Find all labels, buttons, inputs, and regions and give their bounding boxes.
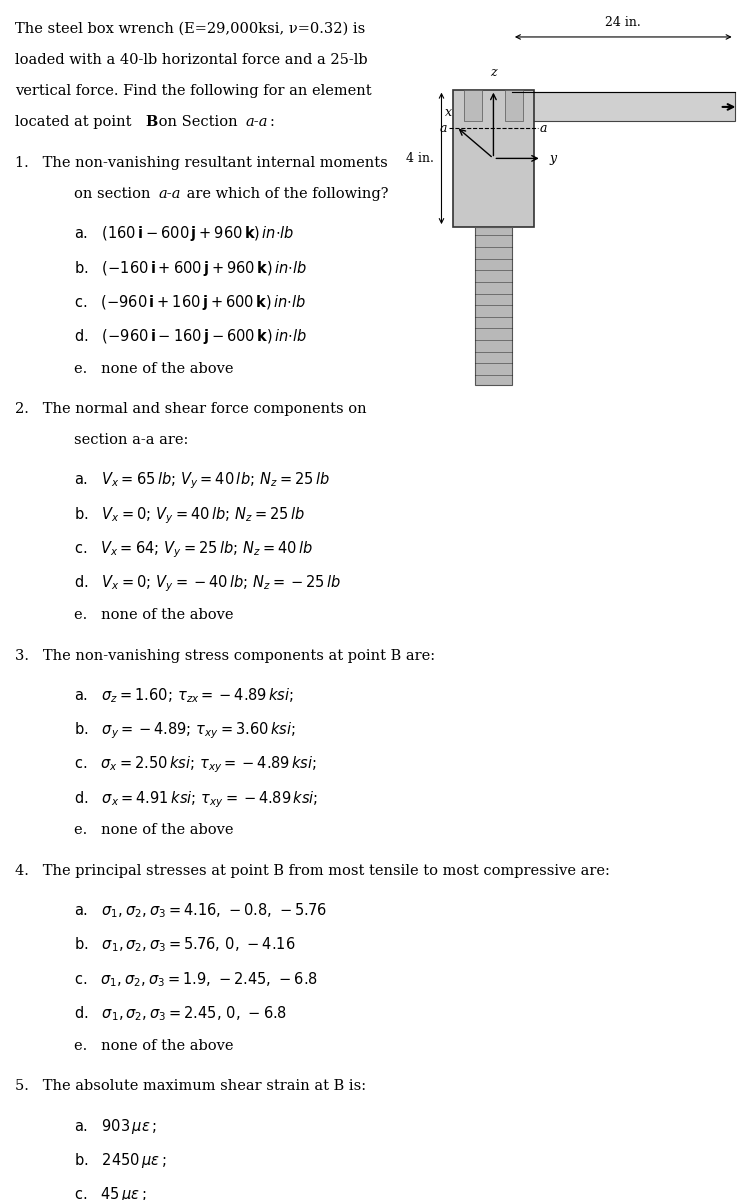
Bar <box>464 90 482 121</box>
Text: 5.   The absolute maximum shear strain at B is:: 5. The absolute maximum shear strain at … <box>15 1079 366 1093</box>
Bar <box>512 92 735 121</box>
Text: e.   none of the above: e. none of the above <box>74 608 234 622</box>
Text: loaded with a 40-lb horizontal force and a 25-lb: loaded with a 40-lb horizontal force and… <box>15 53 367 67</box>
Text: vertical force. Find the following for an element: vertical force. Find the following for a… <box>15 84 372 98</box>
Text: B: B <box>146 115 158 130</box>
Text: a-a: a-a <box>246 115 269 130</box>
Text: b.   $V_x=0;\,V_y=40\,lb;\,N_z=25\,lb$: b. $V_x=0;\,V_y=40\,lb;\,N_z=25\,lb$ <box>74 505 305 526</box>
Text: :: : <box>269 115 274 130</box>
Text: on Section: on Section <box>154 115 242 130</box>
Text: c.   $\sigma_1,\sigma_2,\sigma_3=1.9,\,-2.45,\,-6.8$: c. $\sigma_1,\sigma_2,\sigma_3=1.9,\,-2.… <box>74 970 318 989</box>
Text: z: z <box>490 66 496 79</box>
Text: e.   none of the above: e. none of the above <box>74 1039 234 1052</box>
Text: c.   $V_x=64;\,V_y=25\,lb;\,N_z=40\,lb$: c. $V_x=64;\,V_y=25\,lb;\,N_z=40\,lb$ <box>74 540 313 560</box>
Text: x: x <box>445 106 453 119</box>
Text: a: a <box>439 121 447 134</box>
Bar <box>475 227 512 385</box>
Text: c.   $\sigma_x=2.50\,ksi;\,\tau_{xy}=-4.89\,ksi;$: c. $\sigma_x=2.50\,ksi;\,\tau_{xy}=-4.89… <box>74 755 317 775</box>
Text: a.   $903\,\mu\varepsilon\,;$: a. $903\,\mu\varepsilon\,;$ <box>74 1117 157 1135</box>
Text: b.   $(-160\,\mathbf{i}+600\,\mathbf{j}+960\,\mathbf{k})\,in{\cdot}lb$: b. $(-160\,\mathbf{i}+600\,\mathbf{j}+96… <box>74 259 307 277</box>
Text: The steel box wrench (E=29,000ksi, ν=0.32) is: The steel box wrench (E=29,000ksi, ν=0.3… <box>15 22 365 36</box>
Text: d.   $\sigma_1,\sigma_2,\sigma_3=2.45,\,0,\,-6.8$: d. $\sigma_1,\sigma_2,\sigma_3=2.45,\,0,… <box>74 1004 287 1024</box>
Text: c.   $(-960\,\mathbf{i}+160\,\mathbf{j}+600\,\mathbf{k})\,in{\cdot}lb$: c. $(-960\,\mathbf{i}+160\,\mathbf{j}+60… <box>74 293 306 312</box>
Text: section a-a are:: section a-a are: <box>74 433 188 448</box>
Text: a: a <box>540 121 548 134</box>
Text: 2.   The normal and shear force components on: 2. The normal and shear force components… <box>15 402 367 416</box>
Text: y: y <box>549 152 556 164</box>
Text: are which of the following?: are which of the following? <box>182 187 389 200</box>
Text: d.   $V_x=0;\,V_y=-40\,lb;\,N_z=-25\,lb$: d. $V_x=0;\,V_y=-40\,lb;\,N_z=-25\,lb$ <box>74 574 341 594</box>
Text: e.   none of the above: e. none of the above <box>74 823 234 838</box>
Text: a.   $\sigma_1,\sigma_2,\sigma_3=4.16,\,-0.8,\,-5.76$: a. $\sigma_1,\sigma_2,\sigma_3=4.16,\,-0… <box>74 901 327 920</box>
Text: d.   $\sigma_x=4.91\,ksi;\,\tau_{xy}=-4.89\,ksi;$: d. $\sigma_x=4.91\,ksi;\,\tau_{xy}=-4.89… <box>74 790 318 810</box>
Text: b.   $2450\,\mu\varepsilon\,;$: b. $2450\,\mu\varepsilon\,;$ <box>74 1151 166 1170</box>
Text: 4 in.: 4 in. <box>406 152 434 164</box>
Text: d.   $(-960\,\mathbf{i}-160\,\mathbf{j}-600\,\mathbf{k})\,in{\cdot}lb$: d. $(-960\,\mathbf{i}-160\,\mathbf{j}-60… <box>74 328 307 347</box>
Text: a.   $V_x=65\,lb;\,V_y=40\,lb;\,N_z=25\,lb$: a. $V_x=65\,lb;\,V_y=40\,lb;\,N_z=25\,lb… <box>74 470 330 492</box>
Text: c.   $45\,\mu\varepsilon\,;$: c. $45\,\mu\varepsilon\,;$ <box>74 1186 147 1200</box>
Text: 24 in.: 24 in. <box>605 16 641 29</box>
Text: 1.   The non-vanishing resultant internal moments: 1. The non-vanishing resultant internal … <box>15 156 387 169</box>
Text: 3.   The non-vanishing stress components at point B are:: 3. The non-vanishing stress components a… <box>15 649 435 662</box>
Text: a-a: a-a <box>159 187 182 200</box>
Bar <box>505 90 523 121</box>
Text: 4.   The principal stresses at point B from most tensile to most compressive are: 4. The principal stresses at point B fro… <box>15 864 610 878</box>
Bar <box>453 90 534 227</box>
Text: e.   none of the above: e. none of the above <box>74 361 234 376</box>
Text: located at point: located at point <box>15 115 136 130</box>
Text: on section: on section <box>74 187 155 200</box>
Text: b.   $\sigma_y=-4.89;\,\tau_{xy}=3.60\,ksi;$: b. $\sigma_y=-4.89;\,\tau_{xy}=3.60\,ksi… <box>74 720 296 742</box>
Text: a.   $(160\,\mathbf{i}-600\,\mathbf{j}+960\,\mathbf{k})\,in{\cdot}lb$: a. $(160\,\mathbf{i}-600\,\mathbf{j}+960… <box>74 224 295 244</box>
Text: b.   $\sigma_1,\sigma_2,\sigma_3=5.76,\,0,\,-4.16$: b. $\sigma_1,\sigma_2,\sigma_3=5.76,\,0,… <box>74 936 296 954</box>
Text: a.   $\sigma_z=1.60;\,\tau_{zx}=-4.89\,ksi;$: a. $\sigma_z=1.60;\,\tau_{zx}=-4.89\,ksi… <box>74 686 294 704</box>
